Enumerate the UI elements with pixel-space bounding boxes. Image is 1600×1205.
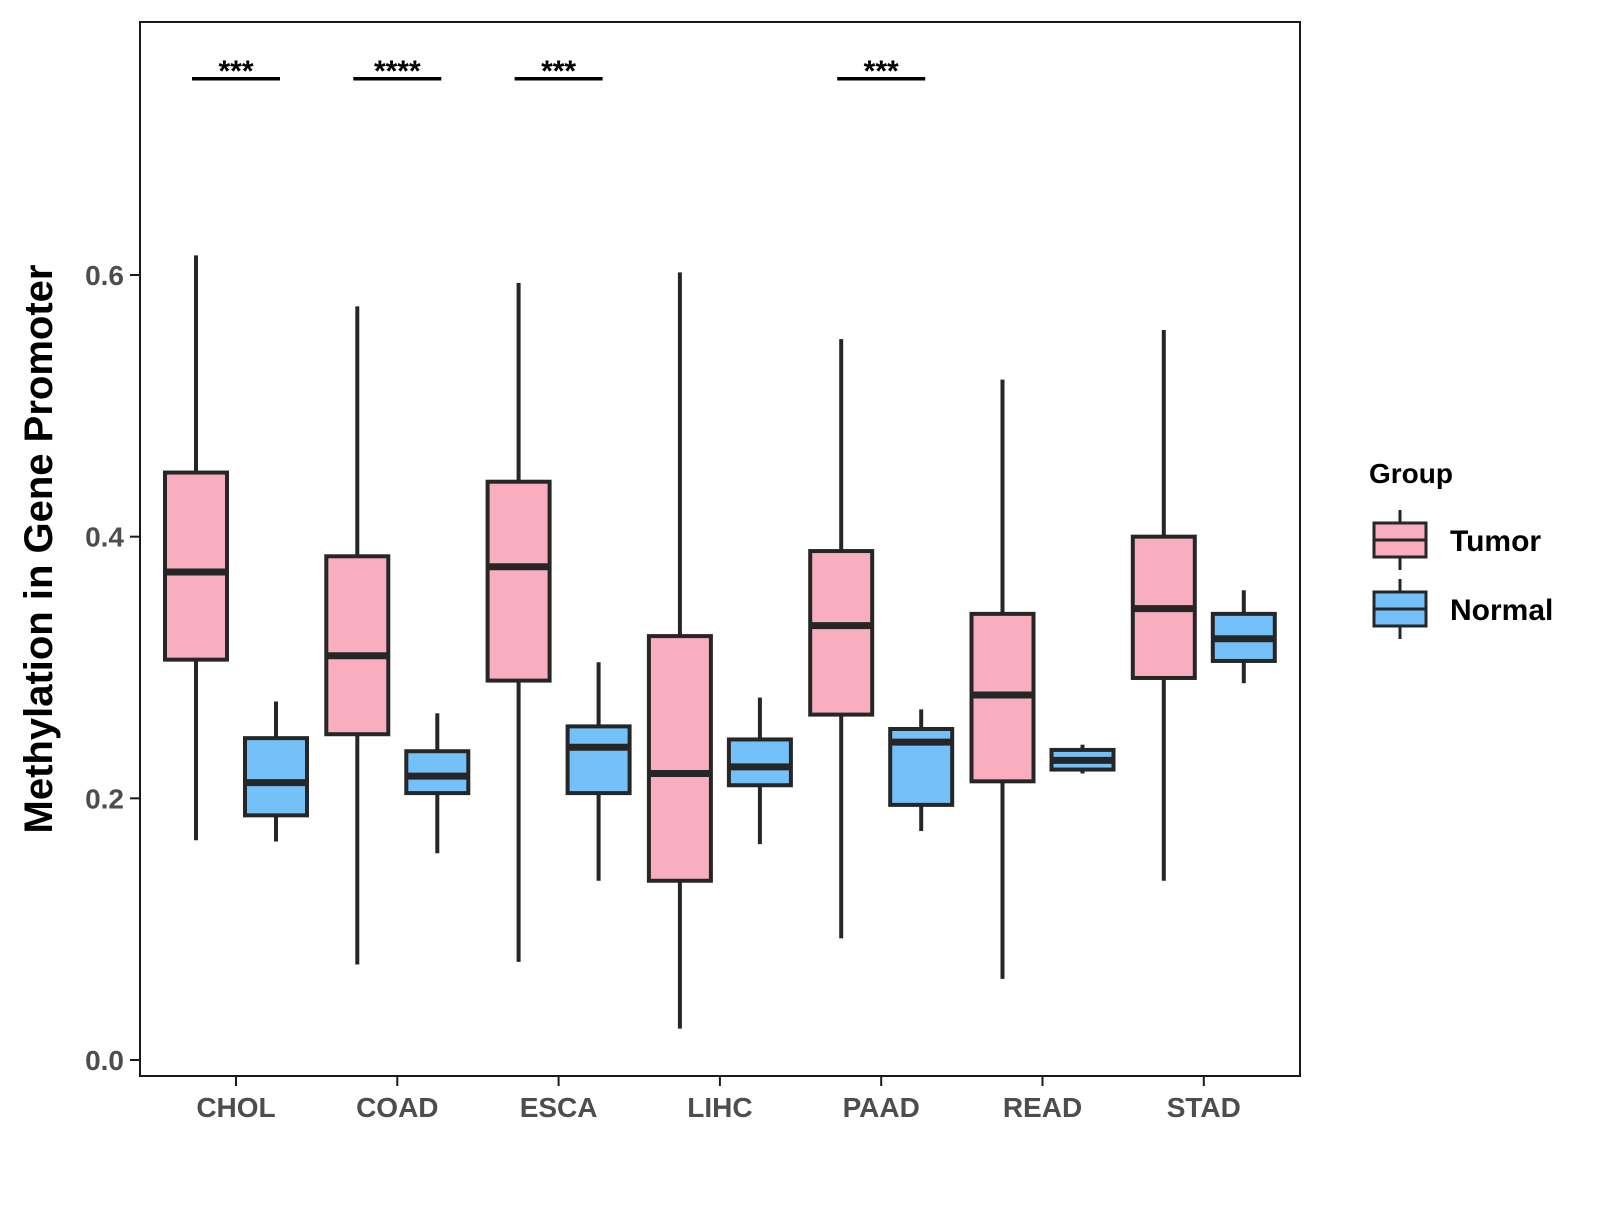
plot-panel <box>139 21 1301 1077</box>
box-tumor-stad <box>1130 329 1197 881</box>
y-tick-label: 0.4 <box>85 522 124 553</box>
y-tick-label: 0.0 <box>85 1045 124 1076</box>
box-tumor-esca <box>485 282 552 962</box>
box-tumor-coad <box>324 306 391 965</box>
significance-coad: **** <box>353 55 442 88</box>
x-tick-label: ESCA <box>520 1092 598 1123</box>
x-tick-label: READ <box>1003 1092 1082 1123</box>
box-iqr <box>485 479 552 683</box>
box-tumor-chol <box>163 255 229 841</box>
box-normal-esca <box>565 662 632 881</box>
box-tumor-read <box>969 379 1036 979</box>
box-normal-chol <box>243 701 309 842</box>
significance-layer: *** **** *** *** <box>192 55 926 88</box>
box-normal-read <box>1049 744 1116 774</box>
significance-chol: *** <box>192 55 280 88</box>
significance-label: *** <box>864 55 899 88</box>
y-tick-label: 0.2 <box>85 783 124 814</box>
box-tumor-paad <box>808 339 875 939</box>
box-normal-lihc <box>726 697 793 845</box>
box-iqr <box>646 634 713 883</box>
y-axis-title: Methylation in Gene Promoter <box>17 265 61 834</box>
box-iqr <box>324 554 391 737</box>
legend-item-tumor: Tumor <box>1372 510 1541 570</box>
significance-label: *** <box>541 55 576 88</box>
box-iqr <box>565 724 632 796</box>
y-tick-label: 0.6 <box>85 260 124 291</box>
significance-esca: *** <box>514 55 603 88</box>
legend-label: Normal <box>1450 594 1553 627</box>
box-iqr <box>163 470 229 662</box>
box-tumor-lihc <box>646 272 713 1029</box>
significance-label: **** <box>374 55 421 88</box>
box-iqr <box>808 549 875 717</box>
box-normal-coad <box>404 713 471 854</box>
box-iqr <box>404 749 471 796</box>
legend-title: Group <box>1369 458 1453 489</box>
significance-paad: *** <box>837 55 926 88</box>
marks-layer <box>163 255 1277 1029</box>
x-tick-label: LIHC <box>687 1092 752 1123</box>
significance-label: *** <box>218 55 253 88</box>
x-tick-label: COAD <box>356 1092 438 1123</box>
box-normal-paad <box>888 709 955 832</box>
box-iqr <box>243 736 309 818</box>
x-tick-label: STAD <box>1167 1092 1241 1123</box>
y-axis: 0.0 0.2 0.4 0.6 <box>85 260 140 1076</box>
legend-label: Tumor <box>1450 525 1541 558</box>
x-axis: CHOL COAD ESCA LIHC PAAD READ STAD <box>196 1076 1241 1123</box>
box-normal-stad <box>1210 590 1277 684</box>
legend: Group Tumor Normal <box>1369 458 1553 639</box>
legend-item-normal: Normal <box>1372 579 1553 639</box>
x-tick-label: CHOL <box>196 1092 275 1123</box>
box-iqr <box>726 737 793 788</box>
x-tick-label: PAAD <box>843 1092 920 1123</box>
